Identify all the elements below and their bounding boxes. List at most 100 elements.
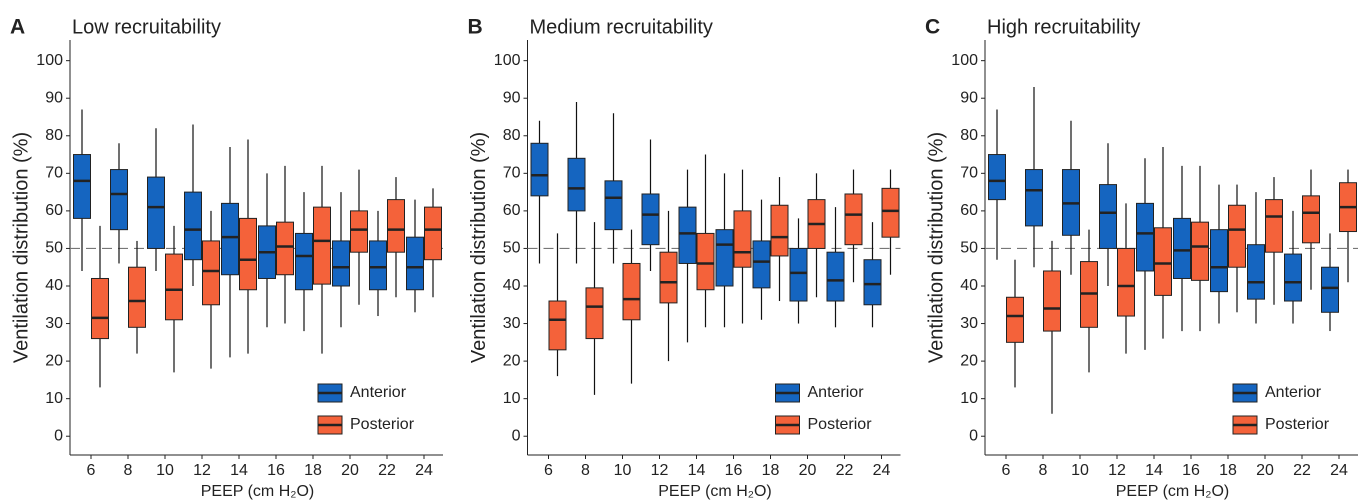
box bbox=[1191, 221, 1209, 281]
legend-label: Posterior bbox=[1265, 416, 1330, 433]
box bbox=[184, 191, 202, 261]
y-tick-label: 80 bbox=[960, 127, 978, 144]
box bbox=[678, 206, 697, 264]
x-axis-label: PEEP (cm H₂O) bbox=[1116, 483, 1229, 500]
y-tick-label: 0 bbox=[54, 427, 63, 444]
box bbox=[622, 262, 641, 321]
y-tick-label: 90 bbox=[960, 89, 978, 106]
box bbox=[387, 199, 405, 253]
box bbox=[1284, 253, 1302, 302]
box bbox=[530, 142, 549, 197]
x-tick-label: 18 bbox=[762, 462, 780, 479]
y-tick-label: 80 bbox=[503, 127, 521, 144]
box bbox=[221, 202, 239, 276]
x-tick-label: 18 bbox=[304, 462, 322, 479]
x-tick-label: 8 bbox=[581, 462, 590, 479]
x-tick-label: 24 bbox=[415, 462, 433, 479]
y-tick-label: 70 bbox=[503, 165, 521, 182]
box bbox=[789, 247, 808, 302]
y-tick-label: 30 bbox=[960, 315, 978, 332]
x-tick-label: 16 bbox=[267, 462, 285, 479]
x-tick-label: 22 bbox=[836, 462, 854, 479]
box bbox=[863, 259, 882, 306]
box bbox=[585, 287, 604, 340]
y-tick-label: 50 bbox=[960, 240, 978, 257]
x-tick-label: 16 bbox=[725, 462, 743, 479]
legend-label: Anterior bbox=[350, 384, 407, 401]
box bbox=[1154, 227, 1172, 296]
x-tick-label: 18 bbox=[1219, 462, 1237, 479]
panel: C High recruitability Ventilation distribu… bbox=[925, 16, 1358, 500]
x-tick-label: 24 bbox=[873, 462, 891, 479]
box bbox=[110, 169, 128, 231]
box bbox=[165, 253, 183, 321]
box bbox=[659, 251, 678, 304]
y-tick-label: 30 bbox=[45, 315, 63, 332]
box bbox=[73, 154, 91, 219]
box bbox=[91, 277, 109, 340]
box bbox=[295, 232, 313, 291]
y-tick-label: 70 bbox=[960, 165, 978, 182]
x-tick-label: 6 bbox=[87, 462, 96, 479]
panel-label: B bbox=[468, 16, 483, 39]
y-tick-label: 40 bbox=[960, 277, 978, 294]
box bbox=[1247, 244, 1265, 300]
y-tick-label: 90 bbox=[45, 89, 63, 106]
y-tick-label: 0 bbox=[512, 427, 521, 444]
box bbox=[548, 300, 567, 351]
legend-label: Anterior bbox=[808, 384, 865, 401]
y-tick-label: 60 bbox=[45, 202, 63, 219]
box bbox=[567, 157, 586, 212]
box bbox=[128, 266, 146, 328]
y-tick-label: 70 bbox=[45, 165, 63, 182]
box bbox=[826, 251, 845, 302]
box bbox=[844, 193, 863, 246]
y-tick-label: 40 bbox=[503, 277, 521, 294]
y-tick-label: 40 bbox=[45, 277, 63, 294]
box bbox=[1043, 270, 1061, 332]
x-tick-label: 10 bbox=[156, 462, 174, 479]
box bbox=[696, 232, 715, 291]
x-tick-label: 6 bbox=[544, 462, 553, 479]
box bbox=[1099, 184, 1117, 249]
y-tick-label: 100 bbox=[951, 52, 978, 69]
y-tick-label: 20 bbox=[960, 352, 978, 369]
box bbox=[1025, 169, 1043, 227]
y-tick-label: 50 bbox=[503, 240, 521, 257]
y-tick-label: 60 bbox=[503, 202, 521, 219]
x-tick-label: 8 bbox=[1039, 462, 1048, 479]
x-tick-label: 6 bbox=[1002, 462, 1011, 479]
x-tick-label: 20 bbox=[1256, 462, 1274, 479]
y-axis-label: Ventilation distribution (%) bbox=[10, 132, 32, 363]
y-tick-label: 60 bbox=[960, 202, 978, 219]
y-tick-label: 90 bbox=[503, 89, 521, 106]
box bbox=[988, 154, 1006, 201]
box bbox=[1265, 199, 1283, 253]
box bbox=[1117, 247, 1135, 317]
panel: B Medium recruitability Ventilation distri… bbox=[468, 16, 901, 500]
chart-title: Medium recruitability bbox=[530, 16, 713, 38]
y-axis-label: Ventilation distribution (%) bbox=[468, 132, 490, 363]
x-tick-label: 12 bbox=[651, 462, 669, 479]
y-tick-label: 100 bbox=[36, 52, 63, 69]
y-tick-label: 80 bbox=[45, 127, 63, 144]
y-tick-label: 10 bbox=[960, 390, 978, 407]
box bbox=[733, 210, 752, 268]
y-tick-label: 50 bbox=[45, 240, 63, 257]
box bbox=[715, 229, 734, 287]
box bbox=[1302, 195, 1320, 244]
box bbox=[1228, 204, 1246, 268]
x-tick-label: 12 bbox=[193, 462, 211, 479]
box bbox=[1321, 266, 1339, 313]
x-tick-label: 14 bbox=[688, 462, 706, 479]
y-tick-label: 20 bbox=[503, 352, 521, 369]
box bbox=[239, 217, 257, 291]
x-tick-label: 22 bbox=[1293, 462, 1311, 479]
x-tick-label: 8 bbox=[124, 462, 133, 479]
x-tick-label: 14 bbox=[1145, 462, 1163, 479]
y-axis-label: Ventilation distribution (%) bbox=[925, 132, 947, 363]
x-tick-label: 14 bbox=[230, 462, 248, 479]
panel-label: C bbox=[925, 16, 940, 39]
x-axis-label: PEEP (cm H₂O) bbox=[201, 483, 314, 500]
box bbox=[147, 176, 165, 249]
